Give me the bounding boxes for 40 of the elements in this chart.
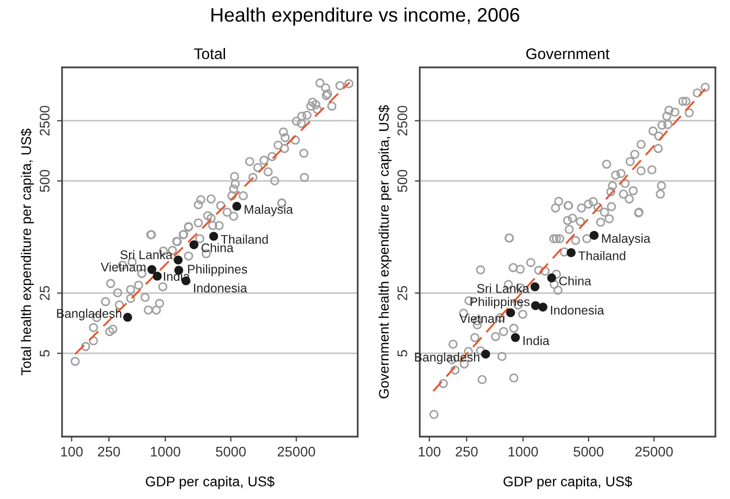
y-tick-label: 5 — [398, 350, 408, 357]
y-tick-label: 25 — [397, 286, 408, 300]
text: Health expenditure vs income, 2006 — [211, 7, 520, 26]
annotation: Sri Lanka — [477, 284, 530, 293]
y-tick-label: 500 — [397, 170, 408, 192]
x-axis-title: GDP per capita, US$ — [146, 476, 274, 490]
annotation: China — [202, 243, 234, 252]
x-tick-label: 250 — [98, 446, 120, 457]
chart-title: Total — [194, 48, 225, 60]
annotation: China — [559, 276, 592, 286]
x-tick-label: 5000 — [574, 446, 604, 457]
x-tick-label: 1000 — [508, 446, 538, 457]
x-tick-label: 250 — [456, 446, 478, 457]
y-tick-label: 500 — [40, 170, 50, 192]
annotation: India — [524, 336, 550, 346]
annotation: Malaysia — [244, 204, 294, 216]
annotation: Indonesia — [551, 305, 604, 315]
annotation: Vietnam — [459, 314, 504, 324]
annotation: Malaysia — [602, 234, 650, 246]
y-tick-label: 5 — [40, 350, 50, 357]
annotation: Sri Lanka — [120, 250, 173, 260]
x-tick-label: 1000 — [150, 446, 180, 457]
annotation: Indonesia — [194, 283, 248, 292]
annotation: Philippines — [188, 264, 248, 276]
annotation: Thailand — [220, 234, 268, 244]
x-tick-label: 5000 — [216, 446, 246, 457]
annotation: Philippines — [470, 296, 530, 309]
y-tick-label: 2500 — [40, 106, 50, 136]
annotation: Vietnam — [100, 262, 146, 272]
x-tick-label: 25000 — [635, 446, 673, 457]
annotation: Thailand — [578, 251, 626, 260]
y-tick-label: 25 — [40, 286, 50, 300]
x-tick-label: 25000 — [278, 446, 316, 457]
x-axis-title: GDP per capita, US$ — [504, 476, 632, 490]
y-axis-title: Government health expenditure per capita, US$ — [378, 105, 392, 398]
x-tick-label: 100 — [418, 446, 440, 457]
y-tick-label: 2500 — [397, 106, 408, 136]
x-tick-label: 100 — [61, 446, 83, 457]
y-axis-title: Total health expenditure per capita, US$ — [20, 128, 34, 376]
chart-title: Government — [526, 48, 610, 60]
